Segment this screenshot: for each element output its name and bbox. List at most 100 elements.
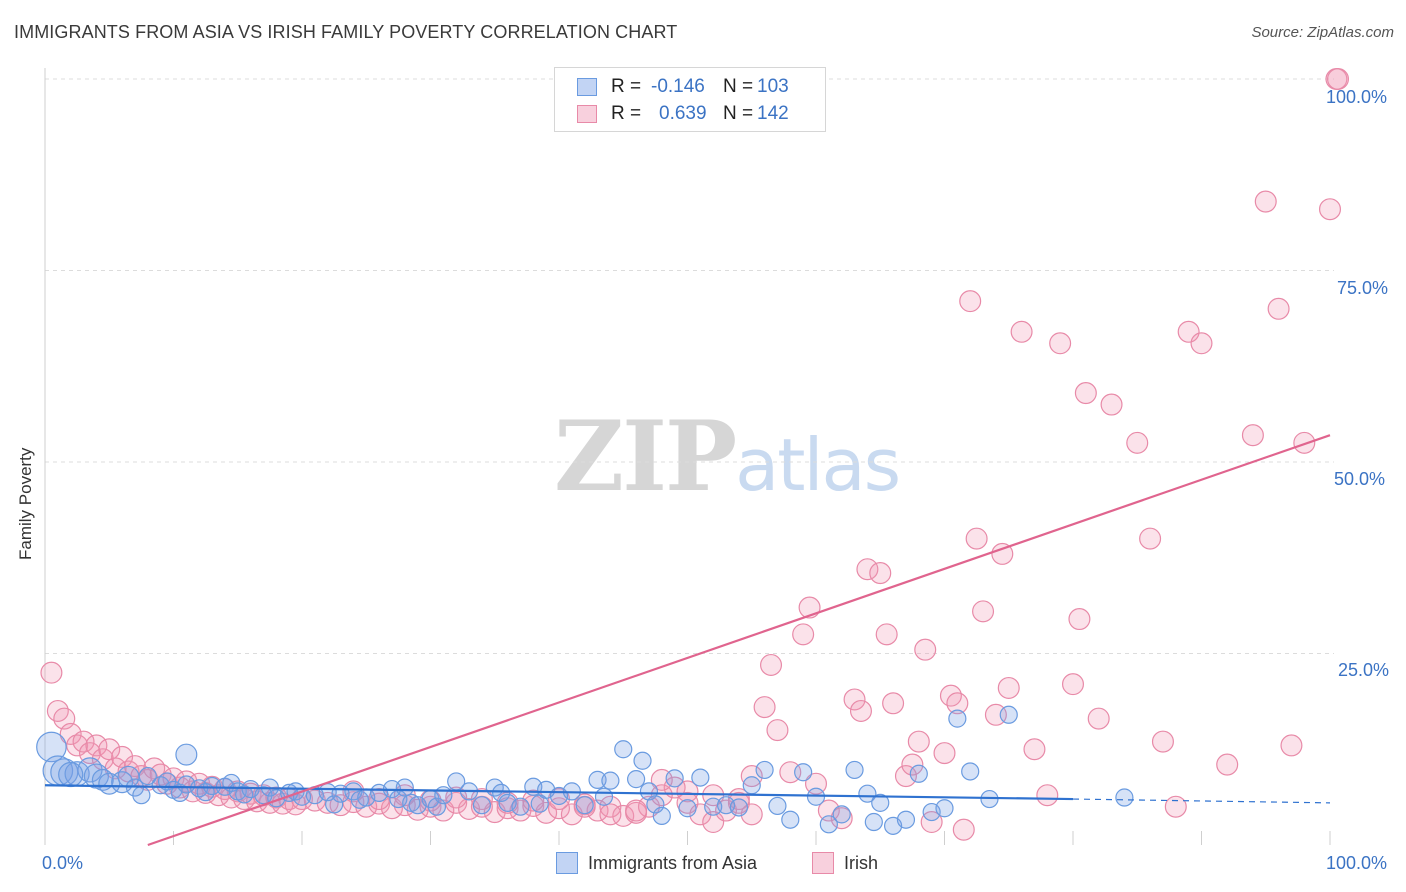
- legend-n-label: N =: [723, 103, 754, 124]
- x-tick-label-max: 100.0%: [1326, 853, 1388, 873]
- point-irish: [804, 772, 828, 795]
- point-irish: [1074, 382, 1097, 405]
- source-label: Source: ZipAtlas.com: [1251, 24, 1394, 41]
- point-asia: [768, 796, 787, 816]
- point-irish: [740, 803, 763, 826]
- point-irish: [111, 745, 134, 768]
- point-irish: [901, 753, 924, 776]
- series-legend: Immigrants from Asia Irish: [0, 852, 1406, 876]
- point-irish: [952, 818, 975, 841]
- legend-n-label: N =: [723, 76, 754, 97]
- point-asia: [614, 740, 633, 759]
- point-irish: [830, 807, 853, 830]
- point-asia: [864, 812, 883, 832]
- point-irish: [869, 562, 892, 585]
- point-irish: [1087, 707, 1110, 730]
- point-irish: [40, 661, 63, 684]
- point-irish: [740, 765, 763, 788]
- point-asia: [742, 776, 761, 795]
- point-irish: [914, 638, 937, 661]
- point-asia: [395, 778, 414, 797]
- legend-swatch-asia: [556, 852, 578, 874]
- point-irish: [1254, 190, 1277, 213]
- point-asia: [138, 766, 157, 786]
- point-irish: [984, 703, 1007, 726]
- point-asia: [871, 793, 890, 812]
- point-asia: [58, 761, 84, 788]
- point-irish: [1100, 393, 1123, 416]
- point-irish: [59, 722, 82, 745]
- point-asia: [948, 709, 967, 728]
- point-asia: [626, 770, 646, 789]
- point-asia: [633, 751, 652, 770]
- point-irish: [1164, 795, 1187, 818]
- legend-r-value: 0.639: [659, 103, 707, 124]
- point-irish: [1068, 608, 1091, 631]
- point-irish: [1267, 297, 1290, 320]
- y-tick-label-100: 100.0%: [1326, 87, 1388, 107]
- point-asia: [1115, 788, 1134, 807]
- legend-n-value: 142: [757, 103, 789, 124]
- point-asia: [202, 776, 222, 796]
- point-asia: [601, 771, 620, 790]
- point-irish: [849, 699, 872, 722]
- point-asia: [434, 786, 453, 805]
- y-axis-label: Family Poverty: [16, 447, 35, 560]
- point-asia: [575, 796, 594, 815]
- point-asia: [832, 805, 851, 824]
- point-asia: [36, 731, 67, 763]
- point-irish: [368, 792, 391, 815]
- point-irish: [1151, 730, 1174, 753]
- point-asia: [678, 799, 697, 818]
- point-asia: [325, 795, 344, 814]
- point-asia: [511, 797, 530, 816]
- legend-swatch-asia: [577, 78, 597, 96]
- point-asia: [961, 762, 980, 781]
- trendline-asia-extension: [1072, 798, 1331, 804]
- point-irish: [792, 623, 815, 646]
- point-irish: [997, 676, 1020, 699]
- point-irish: [1023, 738, 1046, 761]
- legend-item-asia[interactable]: Immigrants from Asia: [556, 852, 757, 874]
- point-irish: [766, 719, 789, 742]
- point-irish: [946, 692, 969, 715]
- point-irish: [1326, 67, 1350, 91]
- point-irish: [599, 803, 622, 826]
- point-asia: [819, 815, 838, 834]
- point-irish: [882, 692, 905, 715]
- point-irish: [72, 730, 95, 753]
- watermark: ZIPatlas: [554, 400, 901, 513]
- point-irish: [843, 688, 866, 711]
- point-asia: [427, 797, 447, 816]
- point-irish: [1318, 198, 1342, 221]
- watermark-atlas: atlas: [735, 423, 901, 507]
- point-irish: [1280, 734, 1303, 757]
- point-irish: [85, 734, 108, 757]
- point-irish: [1049, 332, 1072, 355]
- point-irish: [1139, 527, 1162, 550]
- y-tick-label-50: 50.0%: [1334, 469, 1386, 489]
- point-irish: [959, 290, 982, 313]
- legend-item-irish[interactable]: Irish: [812, 852, 878, 874]
- point-irish: [599, 795, 622, 818]
- legend-row-irish: R = 0.639 N = 142: [577, 102, 789, 126]
- trendline-asia: [44, 784, 1074, 801]
- point-asia: [845, 760, 864, 780]
- point-asia: [175, 743, 198, 766]
- point-irish: [66, 734, 89, 757]
- point-irish: [907, 730, 930, 753]
- y-tick-label-25: 25.0%: [1338, 660, 1390, 680]
- y-tick-label-75: 75.0%: [1337, 278, 1389, 298]
- legend-r-value: -0.146: [651, 76, 705, 97]
- point-asia: [999, 705, 1018, 724]
- point-irish: [760, 653, 783, 677]
- x-tick-label-min: 0.0%: [42, 853, 84, 873]
- point-irish: [1126, 431, 1149, 454]
- point-irish: [991, 542, 1014, 565]
- point-irish: [875, 623, 898, 646]
- point-asia: [909, 764, 928, 783]
- point-asia: [594, 787, 614, 806]
- point-asia: [472, 796, 491, 815]
- legend-r-label: R =: [611, 76, 642, 97]
